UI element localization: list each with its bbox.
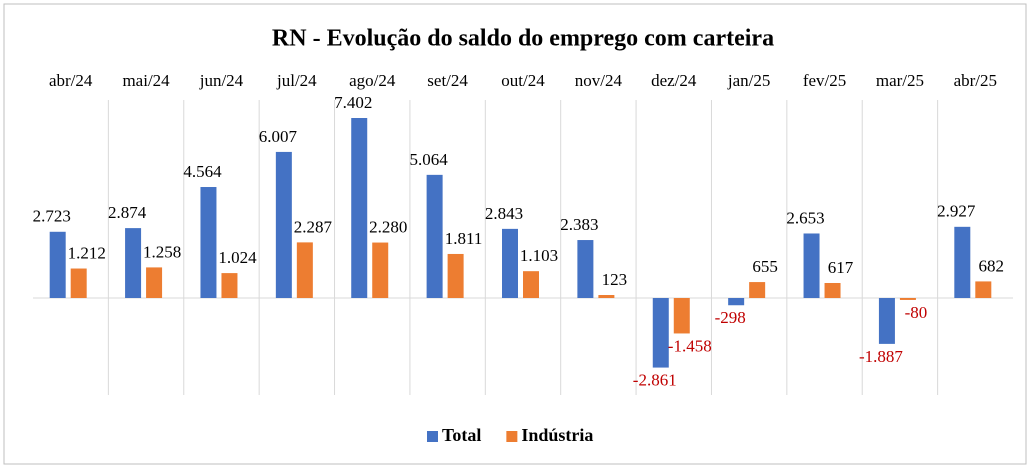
legend-swatch: [506, 431, 518, 442]
bar: [954, 226, 971, 298]
x-tick-label: jan/25: [727, 71, 771, 90]
bar: [652, 298, 669, 368]
x-tick-label: abr/25: [954, 71, 997, 90]
x-tick-label: fev/25: [803, 71, 846, 90]
value-label: 1.024: [218, 248, 257, 267]
bar: [502, 228, 518, 298]
value-label: 2.927: [937, 202, 976, 221]
chart-title: RN - Evolução do saldo do emprego com ca…: [272, 26, 774, 52]
value-label: 7.402: [334, 93, 372, 112]
value-label: 1.258: [143, 242, 181, 261]
bar: [70, 268, 87, 298]
bar: [824, 282, 841, 298]
value-label: 682: [979, 256, 1005, 275]
value-label: 2.843: [485, 204, 523, 223]
bar: [426, 174, 443, 298]
value-label: -80: [905, 303, 928, 322]
value-label: -1.887: [859, 347, 903, 366]
bar: [372, 242, 389, 298]
x-tick-label: out/24: [501, 71, 545, 90]
x-tick-label: jun/24: [199, 71, 244, 90]
bar: [975, 281, 992, 298]
bar: [447, 253, 464, 298]
value-label: 1.212: [68, 243, 106, 262]
value-label: 123: [602, 270, 628, 289]
value-label: 2.287: [294, 217, 333, 236]
value-label: 2.653: [786, 208, 824, 227]
x-tick-label: jul/24: [276, 71, 317, 90]
bar: [200, 187, 217, 298]
bar: [351, 118, 368, 298]
value-label: -1.458: [668, 336, 712, 355]
bar: [878, 298, 895, 344]
bar: [146, 267, 163, 298]
bar: [803, 233, 820, 298]
bar: [275, 151, 292, 298]
x-tick-label: mai/24: [122, 71, 170, 90]
value-label: 5.064: [409, 150, 448, 169]
bar: [899, 298, 916, 300]
value-label: 4.564: [183, 162, 222, 181]
value-label: 1.811: [445, 229, 483, 248]
bar: [125, 228, 142, 298]
x-tick-label: set/24: [427, 71, 468, 90]
x-tick-label: nov/24: [575, 71, 623, 90]
bar: [523, 271, 539, 298]
legend-swatch: [427, 431, 438, 442]
value-label: 655: [752, 257, 778, 276]
value-label: 2.874: [108, 203, 147, 222]
x-tick-label: dez/24: [651, 71, 697, 90]
legend-label: Total: [442, 425, 481, 445]
bar: [749, 282, 766, 298]
value-label: -2.861: [633, 370, 677, 389]
bar: [673, 298, 690, 334]
value-label: 617: [828, 258, 854, 277]
bar: [598, 295, 615, 298]
value-label: 2.383: [560, 215, 598, 234]
value-label: 2.723: [33, 207, 71, 226]
value-label: -298: [715, 308, 746, 327]
bar: [49, 231, 66, 298]
bar: [296, 242, 313, 298]
legend-label: Indústria: [521, 425, 593, 445]
value-label: 6.007: [259, 127, 298, 146]
bar: [577, 240, 594, 298]
x-tick-label: ago/24: [349, 71, 396, 90]
value-label: 2.280: [369, 217, 407, 236]
x-tick-label: mar/25: [876, 71, 924, 90]
value-label: 1.103: [520, 246, 558, 265]
bar: [221, 273, 238, 298]
bar: [728, 298, 745, 306]
x-tick-label: abr/24: [49, 71, 93, 90]
